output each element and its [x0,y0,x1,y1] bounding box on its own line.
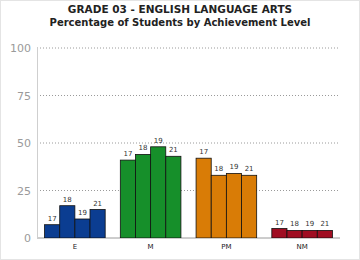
bar [120,160,135,238]
series-label: 21 [93,200,102,208]
x-tick: PM [221,238,231,251]
series-label: 21 [320,220,329,228]
x-tick-label: NM [296,243,307,251]
bar [287,230,302,238]
y-tick-label: 50 [17,137,31,150]
y-tick: 25 [17,185,37,198]
y-tick: 0 [24,232,37,245]
series-label: 21 [245,165,254,173]
y-axis-line [37,49,38,239]
x-tick-label: E [73,243,77,251]
series-label: 18 [139,144,148,152]
x-tick-label: M [148,243,154,251]
y-tick-label: 0 [24,232,31,245]
bar [60,206,75,238]
y-tick: 50 [17,137,37,150]
series-label: 19 [154,137,163,145]
series-label: 17 [48,215,57,223]
bar [135,154,150,238]
x-axis: E M PM NM [38,238,341,251]
y-tick-label: 25 [17,185,31,198]
series-label: 19 [305,220,314,228]
background [1,1,360,260]
grid-line [37,190,340,191]
bar [75,219,90,238]
bars [45,147,333,238]
series-label: 18 [214,165,223,173]
x-axis-line [38,238,341,239]
plot: 0 25 50 75 100 E M PM NM 17 17 17 17 18 18 18 18 19 19 19 19… [10,42,341,251]
y-axis: 0 25 50 75 100 [10,42,38,245]
bar [196,158,211,238]
series-label: 17 [199,148,208,156]
subtitle: Percentage of Students by Achievement Le… [50,17,311,28]
y-tick: 100 [10,42,37,55]
bar [242,175,257,238]
series-label: 18 [290,220,299,228]
x-tick: M [148,238,154,251]
grid [37,48,340,238]
grid-line [37,143,340,144]
series-label: 17 [275,219,284,227]
bar [90,210,105,239]
x-tick: NM [296,238,307,251]
bar [151,147,166,238]
series-label: 19 [229,163,238,171]
title: GRADE 03 - ENGLISH LANGUAGE ARTS [68,3,292,15]
series-label: 18 [63,196,72,204]
bar [166,156,181,238]
grid-line [37,95,340,96]
bar [226,173,241,238]
series-label: 21 [169,146,178,154]
y-tick-label: 75 [17,90,31,103]
bar [302,230,317,238]
bar [317,230,332,238]
chart: GRADE 03 - ENGLISH LANGUAGE ARTS Percenta… [0,0,360,260]
bar [272,229,287,239]
series-label: 19 [78,209,87,217]
series-label: 17 [123,150,132,158]
x-tick: E [73,238,77,251]
bar [45,225,60,238]
bar [211,175,226,238]
y-tick: 75 [17,90,37,103]
grid-line [37,48,340,49]
bar-labels: 17 17 17 17 18 18 18 18 19 19 19 19 21 21 21 21 [48,137,330,229]
x-tick-label: PM [221,243,231,251]
y-tick-label: 100 [10,42,31,55]
